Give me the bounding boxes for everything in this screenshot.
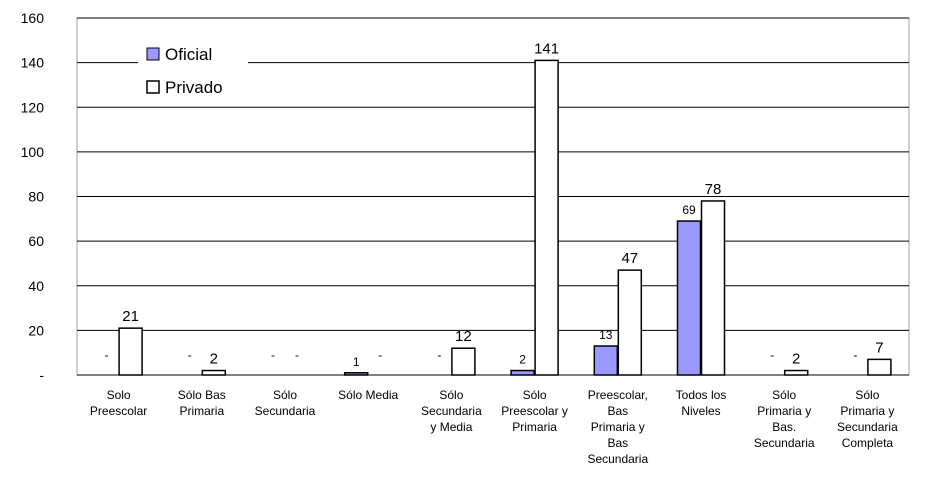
bar-privado: [534, 59, 559, 376]
data-label-oficial: 13: [599, 328, 613, 342]
legend-swatch-privado: [146, 80, 160, 94]
category-label: Secundaria: [421, 404, 482, 418]
data-label-oficial: -: [188, 348, 192, 362]
category-labels: Solo Preescolar Sólo Bas Primaria Sólo Secund…: [90, 388, 898, 466]
category-label: Preescolar y: [501, 404, 568, 418]
category-label: Secundaria: [754, 436, 815, 450]
data-label-privado: 141: [534, 40, 559, 57]
bar-privado: [617, 269, 643, 376]
category-label: Todos los: [676, 388, 727, 402]
category-label: Primaria: [512, 420, 557, 434]
category-label: Secundaria: [837, 420, 898, 434]
category-label: Primaria y: [591, 420, 645, 434]
legend-swatch-oficial: [146, 47, 160, 61]
data-label-privado: 12: [455, 328, 472, 345]
category-label: Preescolar: [90, 404, 147, 418]
y-tick-label: 60: [28, 233, 44, 249]
data-label-oficial: -: [271, 348, 275, 362]
data-label-oficial: -: [853, 348, 857, 362]
category-label: Preescolar,: [588, 388, 648, 402]
bar-privado: [867, 358, 892, 376]
legend-label-privado: Privado: [165, 78, 223, 97]
bar-oficial: [593, 345, 619, 376]
data-label-oficial: -: [105, 348, 109, 362]
category-label: Sólo: [273, 388, 297, 402]
y-tick-label: 100: [21, 144, 45, 160]
bar-privado: [783, 369, 809, 376]
bars: [118, 59, 892, 376]
data-label-privado: -: [295, 348, 299, 362]
category-label: Primaria y: [757, 404, 811, 418]
category-label: y Media: [430, 420, 472, 434]
legend-label-oficial: Oficial: [165, 45, 212, 64]
data-label-oficial: -: [770, 348, 774, 362]
data-label-privado: -: [378, 348, 382, 362]
bar-privado: [118, 327, 143, 376]
category-label: Sólo Media: [338, 388, 398, 402]
category-label: Sólo: [855, 388, 879, 402]
category-label: Bas: [607, 436, 628, 450]
category-label: Primaria: [179, 404, 224, 418]
y-axis-ticks: - 20 40 60 80 100 120 140 160: [21, 10, 45, 383]
category-label: Sólo: [439, 388, 463, 402]
data-label-privado: 2: [792, 351, 800, 368]
category-label: Sólo: [772, 388, 796, 402]
bar-oficial: [510, 369, 535, 376]
y-tick-label: 120: [21, 99, 45, 115]
bar-privado: [201, 369, 227, 376]
data-label-privado: 47: [621, 250, 638, 267]
data-label-privado: 7: [875, 339, 883, 356]
category-label: Niveles: [681, 404, 720, 418]
category-label: Bas.: [772, 420, 796, 434]
category-label: Bas: [607, 404, 628, 418]
y-tick-label: 160: [21, 10, 45, 26]
category-label: Primaria y: [840, 404, 894, 418]
legend: Oficial Privado: [138, 38, 248, 106]
data-label-oficial: 69: [682, 203, 696, 217]
data-label-privado: 78: [705, 181, 722, 198]
gridlines: [77, 17, 909, 331]
category-label: Secundaria: [587, 452, 648, 466]
data-label-oficial: 2: [519, 353, 526, 367]
y-tick-label: 40: [28, 278, 44, 294]
data-label-oficial: 1: [353, 355, 360, 369]
category-label: Sólo Bas: [178, 388, 226, 402]
category-label: Completa: [842, 436, 894, 450]
data-label-privado: 2: [210, 351, 218, 368]
data-label-privado: 21: [122, 308, 139, 325]
y-tick-label: 140: [21, 55, 45, 71]
y-tick-label: -: [39, 367, 44, 383]
bar-oficial: [676, 220, 702, 376]
bar-privado: [451, 347, 476, 376]
y-tick-label: 20: [28, 322, 44, 338]
category-label: Solo: [107, 388, 131, 402]
y-tick-label: 80: [28, 189, 44, 205]
category-label: Sólo: [523, 388, 547, 402]
bar-privado: [700, 200, 726, 376]
data-label-oficial: -: [437, 348, 441, 362]
category-label: Secundaria: [255, 404, 316, 418]
